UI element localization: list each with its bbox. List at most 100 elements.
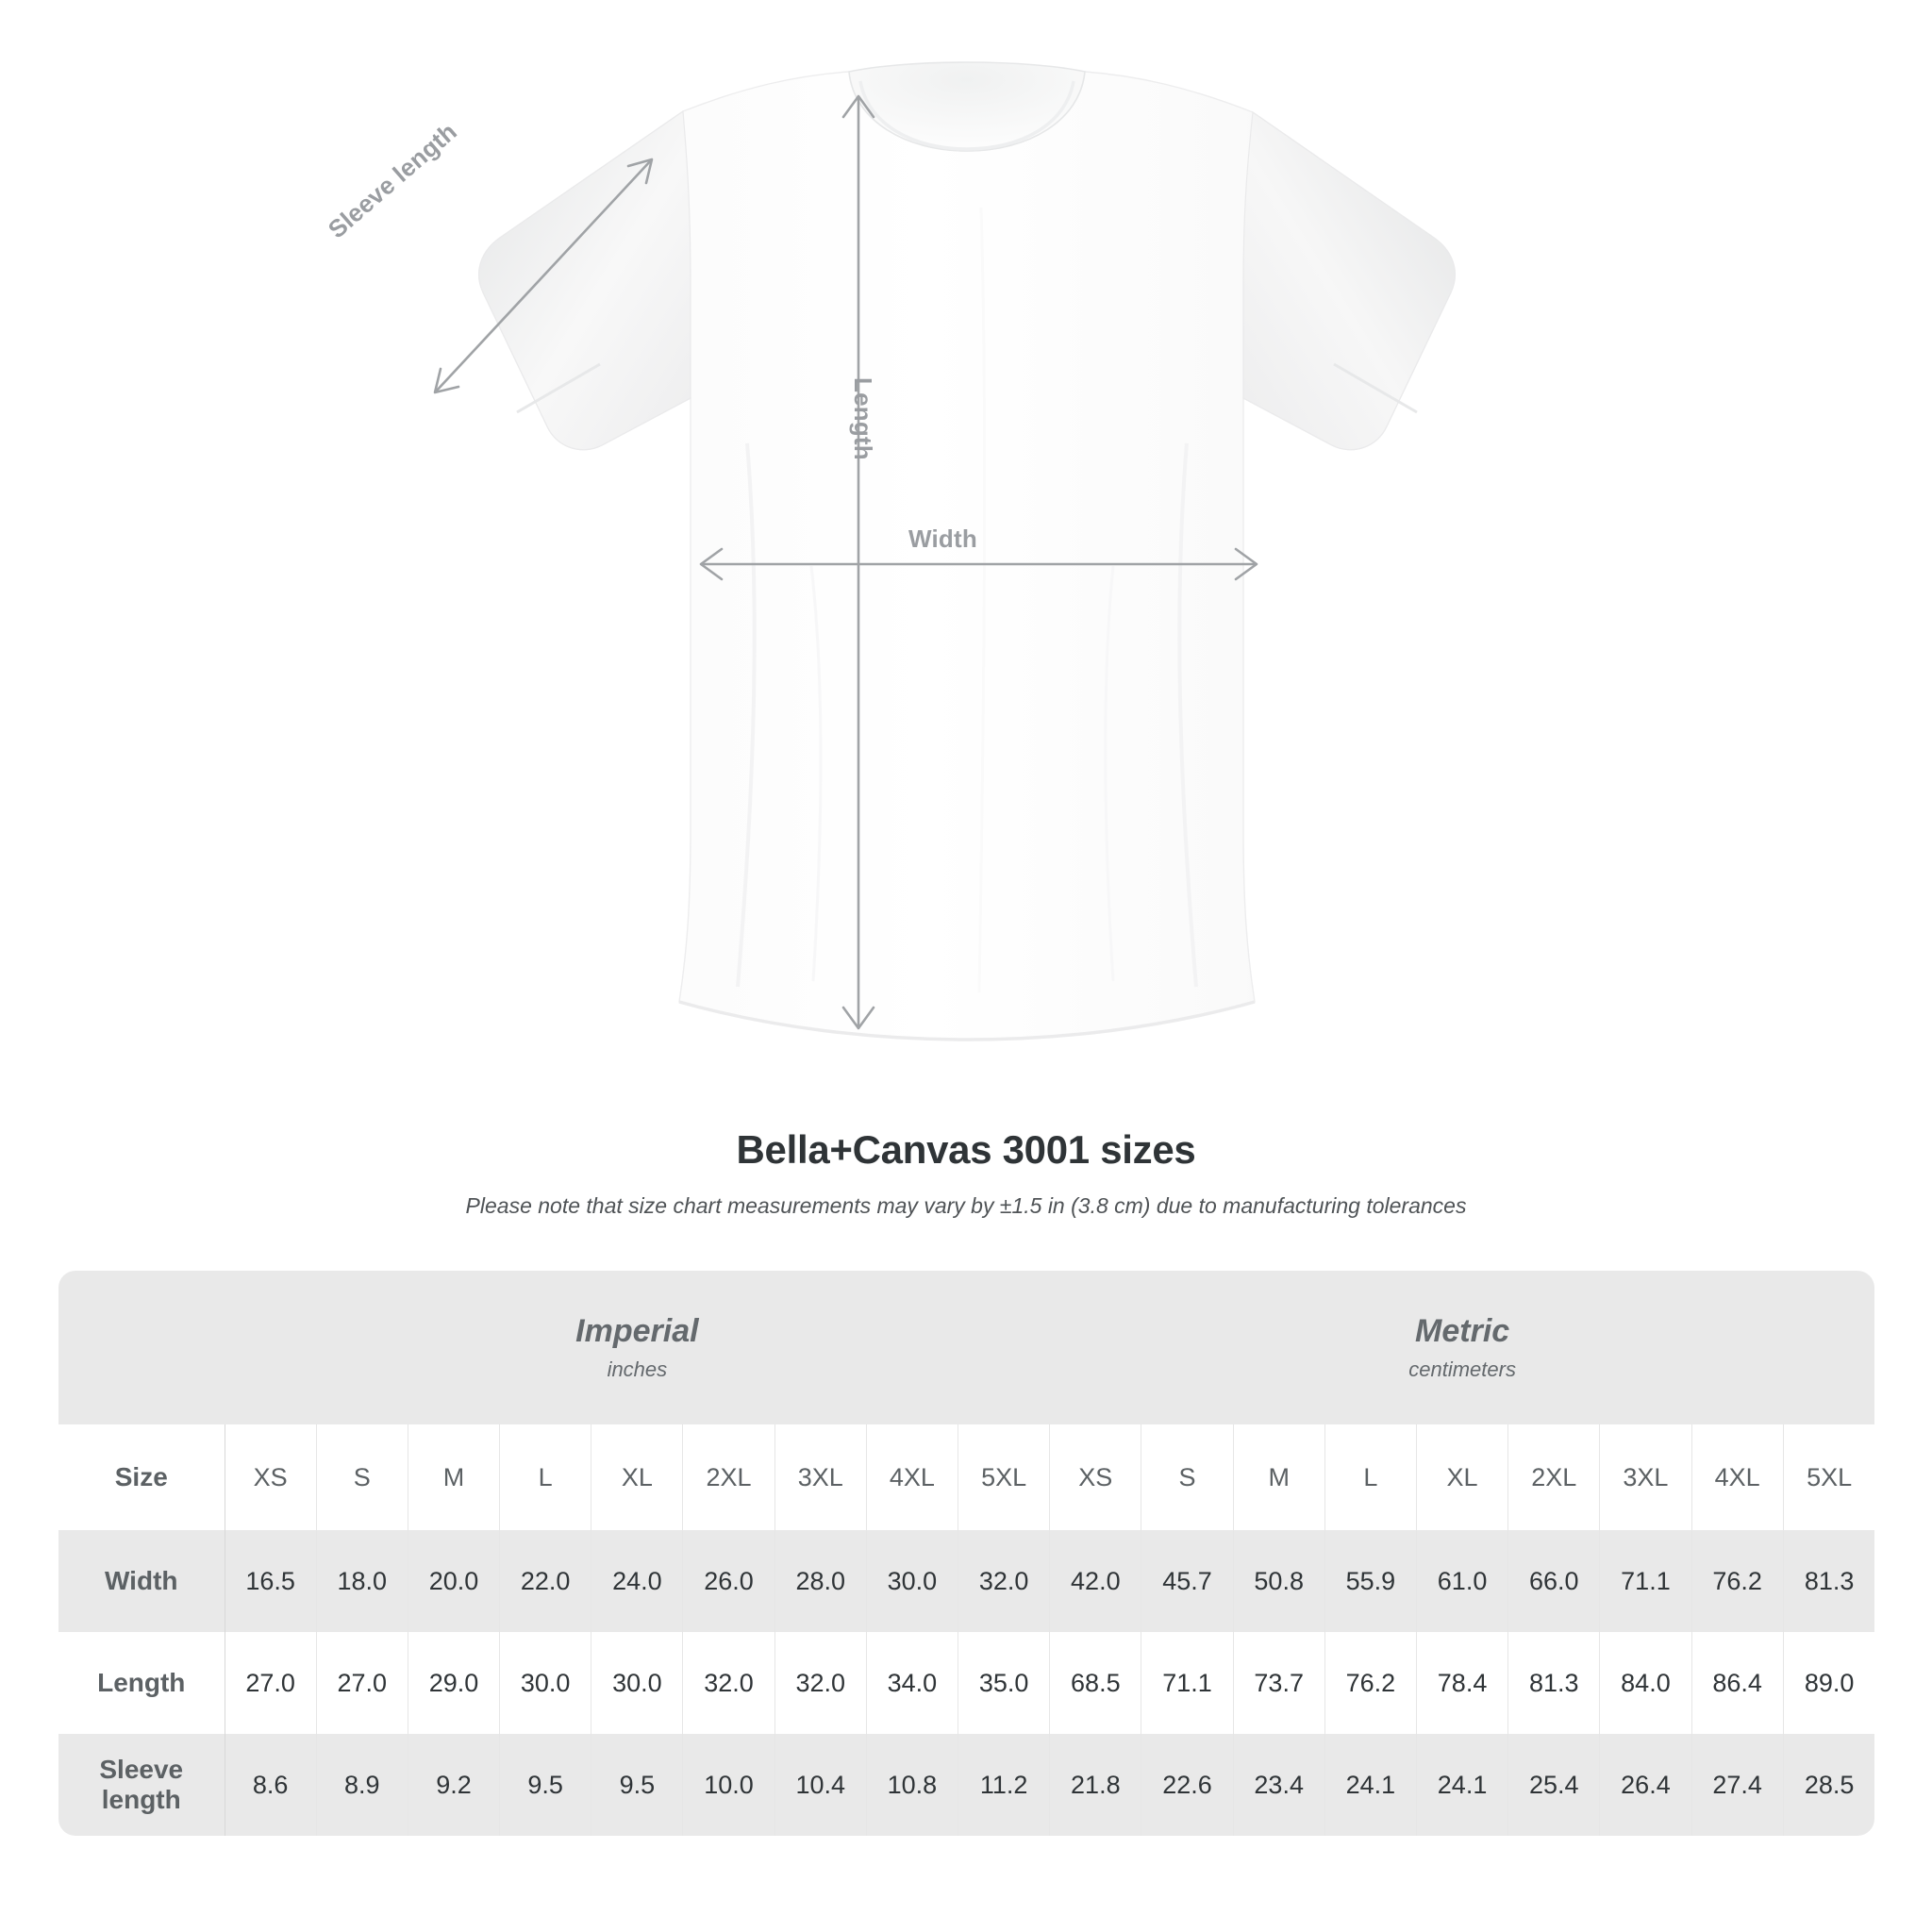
- size-header-metric-3xl: 3XL: [1599, 1424, 1692, 1530]
- cell-sleeve-imperial-xs: 8.6: [225, 1734, 317, 1836]
- cell-width-imperial-4xl: 30.0: [866, 1530, 959, 1632]
- width-annotation: Width: [908, 525, 977, 553]
- cell-sleeve-metric-xs: 21.8: [1049, 1734, 1142, 1836]
- size-header-metric-5xl: 5XL: [1783, 1424, 1874, 1530]
- cell-length-imperial-4xl: 34.0: [866, 1632, 959, 1734]
- cell-width-metric-2xl: 66.0: [1507, 1530, 1601, 1632]
- cell-length-metric-m: 73.7: [1233, 1632, 1325, 1734]
- size-table-container: Imperial inches Metric centimeters Size …: [58, 1271, 1874, 1836]
- shirt-right-sleeve: [1242, 110, 1456, 451]
- cell-length-metric-l: 76.2: [1324, 1632, 1417, 1734]
- page-title: Bella+Canvas 3001 sizes: [736, 1127, 1196, 1172]
- row-label-width: Width: [58, 1530, 225, 1632]
- cell-sleeve-imperial-3xl: 10.4: [774, 1734, 867, 1836]
- unit-group-header-row: Imperial inches Metric centimeters: [58, 1271, 1874, 1424]
- table-row: Sleeve length 8.6 8.9 9.2 9.5 9.5 10.0 1…: [58, 1734, 1874, 1836]
- cell-width-metric-5xl: 81.3: [1783, 1530, 1874, 1632]
- shirt-left-sleeve: [478, 109, 691, 451]
- cell-length-imperial-m: 29.0: [408, 1632, 501, 1734]
- tolerance-note: Please note that size chart measurements…: [465, 1193, 1467, 1218]
- cell-width-metric-4xl: 76.2: [1691, 1530, 1784, 1632]
- size-header-imperial-4xl: 4XL: [866, 1424, 959, 1530]
- size-header-metric-m: M: [1233, 1424, 1325, 1530]
- cell-sleeve-metric-l: 24.1: [1324, 1734, 1417, 1836]
- cell-length-metric-5xl: 89.0: [1783, 1632, 1874, 1734]
- table-row: Length 27.0 27.0 29.0 30.0 30.0 32.0 32.…: [58, 1632, 1874, 1734]
- cell-width-metric-3xl: 71.1: [1599, 1530, 1692, 1632]
- cell-length-imperial-2xl: 32.0: [682, 1632, 775, 1734]
- cell-width-metric-xs: 42.0: [1049, 1530, 1142, 1632]
- length-annotation: Length: [849, 377, 877, 460]
- unit-group-metric-name: Metric: [1415, 1312, 1510, 1349]
- cell-length-imperial-5xl: 35.0: [958, 1632, 1051, 1734]
- cell-sleeve-imperial-xl: 9.5: [591, 1734, 684, 1836]
- size-header-row: Size XS S M L XL 2XL 3XL 4XL 5XL XS S M …: [58, 1424, 1874, 1530]
- cell-width-imperial-3xl: 28.0: [774, 1530, 867, 1632]
- measurement-guides: [433, 94, 1258, 1030]
- cell-length-imperial-xs: 27.0: [225, 1632, 317, 1734]
- unit-group-metric: Metric centimeters: [1049, 1271, 1874, 1424]
- cell-length-metric-xl: 78.4: [1416, 1632, 1509, 1734]
- cell-sleeve-imperial-2xl: 10.0: [682, 1734, 775, 1836]
- cell-width-imperial-l: 22.0: [499, 1530, 592, 1632]
- cell-length-metric-4xl: 86.4: [1691, 1632, 1784, 1734]
- cell-sleeve-metric-2xl: 25.4: [1507, 1734, 1601, 1836]
- cell-width-imperial-xs: 16.5: [225, 1530, 317, 1632]
- cell-width-imperial-5xl: 32.0: [958, 1530, 1051, 1632]
- size-header-metric-2xl: 2XL: [1507, 1424, 1601, 1530]
- cell-width-metric-l: 55.9: [1324, 1530, 1417, 1632]
- unit-group-imperial: Imperial inches: [225, 1271, 1050, 1424]
- cell-sleeve-imperial-l: 9.5: [499, 1734, 592, 1836]
- cell-width-imperial-2xl: 26.0: [682, 1530, 775, 1632]
- sleeve-guide-line: [435, 159, 652, 392]
- cell-length-imperial-xl: 30.0: [591, 1632, 684, 1734]
- cell-width-metric-m: 50.8: [1233, 1530, 1325, 1632]
- cell-sleeve-metric-5xl: 28.5: [1783, 1734, 1874, 1836]
- cell-width-metric-xl: 61.0: [1416, 1530, 1509, 1632]
- row-label-length: Length: [58, 1632, 225, 1734]
- cell-width-imperial-s: 18.0: [316, 1530, 408, 1632]
- unit-group-imperial-name: Imperial: [575, 1312, 699, 1349]
- cell-sleeve-imperial-m: 9.2: [408, 1734, 501, 1836]
- size-header-metric-l: L: [1324, 1424, 1417, 1530]
- cell-length-metric-2xl: 81.3: [1507, 1632, 1601, 1734]
- tshirt-diagram: Sleeve length Length Width: [323, 61, 1456, 1041]
- cell-length-imperial-3xl: 32.0: [774, 1632, 867, 1734]
- cell-length-metric-xs: 68.5: [1049, 1632, 1142, 1734]
- cell-length-metric-s: 71.1: [1141, 1632, 1234, 1734]
- cell-sleeve-imperial-s: 8.9: [316, 1734, 408, 1836]
- size-header-metric-4xl: 4XL: [1691, 1424, 1784, 1530]
- size-header-imperial-l: L: [499, 1424, 592, 1530]
- tshirt-illustration: [433, 61, 1456, 1041]
- size-header-imperial-5xl: 5XL: [958, 1424, 1051, 1530]
- size-header-label: Size: [58, 1424, 225, 1530]
- cell-width-imperial-xl: 24.0: [591, 1530, 684, 1632]
- cell-sleeve-metric-4xl: 27.4: [1691, 1734, 1784, 1836]
- cell-width-metric-s: 45.7: [1141, 1530, 1234, 1632]
- cell-sleeve-imperial-4xl: 10.8: [866, 1734, 959, 1836]
- cell-sleeve-imperial-5xl: 11.2: [958, 1734, 1051, 1836]
- unit-group-imperial-sub: inches: [607, 1357, 668, 1382]
- cell-sleeve-metric-s: 22.6: [1141, 1734, 1234, 1836]
- cell-width-imperial-m: 20.0: [408, 1530, 501, 1632]
- shirt-hem: [678, 1000, 1256, 1041]
- shirt-collar: [848, 61, 1086, 152]
- unit-group-metric-sub: centimeters: [1408, 1357, 1516, 1382]
- size-header-metric-xs: XS: [1049, 1424, 1142, 1530]
- table-row: Width 16.5 18.0 20.0 22.0 24.0 26.0 28.0…: [58, 1530, 1874, 1632]
- size-header-imperial-s: S: [316, 1424, 408, 1530]
- row-label-sleeve-length: Sleeve length: [58, 1734, 225, 1836]
- cell-sleeve-metric-m: 23.4: [1233, 1734, 1325, 1836]
- size-header-imperial-m: M: [408, 1424, 501, 1530]
- cell-sleeve-metric-3xl: 26.4: [1599, 1734, 1692, 1836]
- cell-length-imperial-s: 27.0: [316, 1632, 408, 1734]
- cell-length-imperial-l: 30.0: [499, 1632, 592, 1734]
- heading-block: Bella+Canvas 3001 sizes Please note that…: [0, 1127, 1932, 1219]
- size-header-metric-s: S: [1141, 1424, 1234, 1530]
- size-header-imperial-xl: XL: [591, 1424, 684, 1530]
- cell-length-metric-3xl: 84.0: [1599, 1632, 1692, 1734]
- size-table: Imperial inches Metric centimeters Size …: [58, 1271, 1874, 1836]
- size-header-metric-xl: XL: [1416, 1424, 1509, 1530]
- unit-header-spacer: [58, 1271, 225, 1424]
